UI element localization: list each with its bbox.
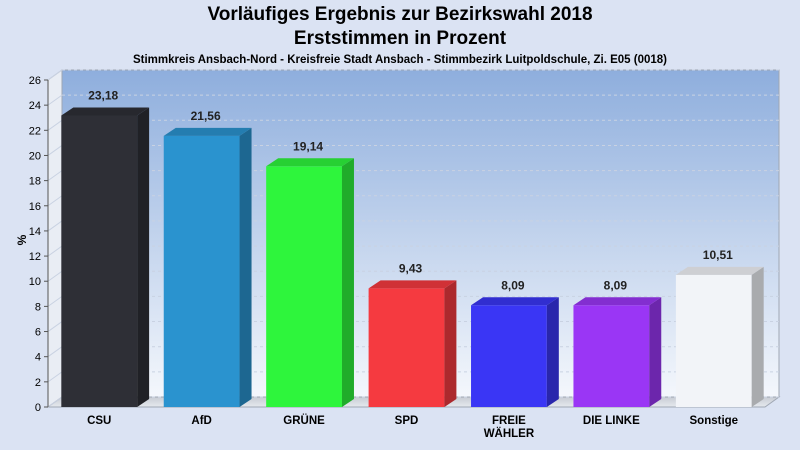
bars <box>61 107 764 408</box>
y-tick-label: 2 <box>35 377 41 389</box>
bar-side <box>546 297 559 407</box>
grid-line-side <box>47 295 63 307</box>
bar-afd <box>163 127 252 407</box>
y-tick-label: 22 <box>29 125 41 137</box>
y-tick-label: 8 <box>35 301 41 313</box>
grid-line-side <box>47 195 63 207</box>
y-tick-label: 0 <box>35 402 41 414</box>
bar-csu <box>61 107 150 408</box>
bar-top <box>573 297 662 306</box>
bar-die-linke <box>573 297 662 407</box>
y-tick-label: 6 <box>35 327 41 339</box>
bar-top <box>368 280 457 289</box>
grid-line-side <box>47 220 63 232</box>
x-tick-label: WÄHLER <box>484 427 535 440</box>
chart-subtitle: Stimmkreis Ansbach-Nord - Kreisfreie Sta… <box>132 54 668 66</box>
y-tick-label: 16 <box>29 201 41 213</box>
bar-top <box>61 107 150 116</box>
value-label: 9,43 <box>399 261 423 275</box>
chart-title-line2: Erststimmen in Prozent <box>293 28 507 49</box>
grid-line-side <box>47 346 63 358</box>
x-tick-label: Sonstige <box>690 415 739 427</box>
y-tick-label: 26 <box>29 75 41 87</box>
value-label: 19,14 <box>293 139 323 153</box>
bar-side <box>341 158 354 407</box>
grid-line-side <box>47 145 63 156</box>
chart-title: Vorläufiges Ergebnis zur Bezirkswahl 201… <box>207 4 593 25</box>
y-tick-label: 18 <box>29 176 41 188</box>
bar-front <box>675 274 752 407</box>
grid-line-side <box>47 94 63 106</box>
bar-front <box>266 166 342 407</box>
y-tick-label: 14 <box>29 226 41 238</box>
grid-line-side <box>47 396 63 408</box>
grid-line-side <box>47 245 63 257</box>
grid-line-side <box>47 170 63 182</box>
grid-line-side <box>47 371 63 383</box>
bar-side <box>649 297 662 407</box>
x-tick-label: DIE LINKE <box>583 415 640 427</box>
bar-side <box>239 127 252 407</box>
value-label: 8,09 <box>501 278 525 292</box>
value-labels: 23,18 21,56 19,14 9,43 8,09 8,09 10,51 <box>88 88 733 292</box>
bar-top <box>163 127 252 136</box>
grid-line-side <box>47 69 63 81</box>
x-tick-label: AfD <box>191 415 211 427</box>
bar-front <box>61 115 138 408</box>
bar-top <box>675 266 764 275</box>
value-label: 23,18 <box>88 88 118 102</box>
grid-line-side <box>47 270 63 282</box>
bar-top <box>471 297 559 306</box>
bar-freie-wähler <box>471 297 559 407</box>
bar-front <box>368 288 445 407</box>
bar-front <box>163 135 240 407</box>
x-tick-label: FREIE <box>492 415 526 427</box>
y-axis-label: % <box>15 234 29 245</box>
bar-spd <box>368 280 457 407</box>
y-tick-label: 24 <box>29 100 41 112</box>
value-label: 8,09 <box>604 278 628 292</box>
x-tick-label: SPD <box>395 415 419 427</box>
value-label: 21,56 <box>191 109 221 123</box>
bar-sonstige <box>675 266 764 407</box>
bar-side <box>137 107 150 408</box>
bar-side <box>444 280 457 407</box>
grid-lines <box>47 69 779 408</box>
y-tick-label: 20 <box>29 150 41 162</box>
x-tick-label: CSU <box>87 415 111 427</box>
bar-front <box>573 305 650 407</box>
bar-grüne <box>266 158 354 407</box>
y-tick-label: 12 <box>29 251 41 263</box>
value-label: 10,51 <box>703 248 733 262</box>
y-tick-label: 10 <box>29 276 41 288</box>
grid-line-side <box>47 321 63 332</box>
bar-top <box>266 158 354 167</box>
y-tick-label: 4 <box>35 352 41 364</box>
grid-line-side <box>47 119 63 131</box>
x-tick-label: GRÜNE <box>283 414 325 427</box>
bar-front <box>471 305 547 407</box>
plot-side-wall <box>47 69 63 408</box>
bar-side <box>751 266 764 407</box>
